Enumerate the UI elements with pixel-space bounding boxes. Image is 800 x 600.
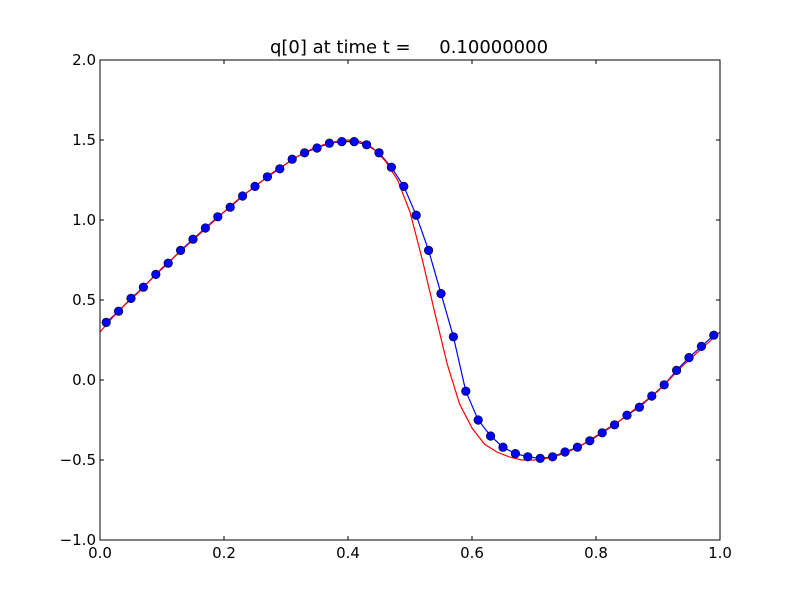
data-point — [349, 137, 359, 147]
data-point — [200, 223, 210, 233]
data-point — [696, 341, 707, 352]
y-tick-label: 2.0 — [72, 51, 96, 69]
data-point — [709, 330, 719, 340]
data-point — [436, 289, 446, 299]
data-point — [176, 245, 186, 255]
data-point — [448, 332, 459, 342]
data-point — [585, 436, 595, 446]
data-point — [461, 386, 471, 396]
data-point — [473, 415, 483, 425]
data-point — [188, 234, 198, 244]
data-point — [523, 452, 533, 462]
y-tick-label: 1.5 — [72, 131, 96, 149]
data-point — [275, 164, 285, 174]
data-point — [101, 317, 111, 328]
chart-title: q[0] at time t = 0.10000000 — [270, 37, 548, 58]
data-point — [126, 293, 136, 304]
x-tick-label: 0.6 — [460, 544, 484, 562]
x-tick-label: 1.0 — [708, 544, 732, 562]
x-axis-tick-labels: 0.0 0.2 0.4 0.6 0.8 1.0 — [88, 544, 732, 562]
data-point — [163, 258, 173, 268]
data-point — [547, 452, 558, 462]
data-point — [647, 391, 657, 401]
data-point — [374, 148, 384, 158]
data-point — [287, 154, 297, 164]
y-tick-label: 1.0 — [72, 211, 96, 229]
x-tick-label: 0.4 — [336, 544, 360, 562]
data-point — [622, 410, 632, 420]
data-point — [609, 420, 620, 430]
data-point — [659, 380, 669, 390]
data-point — [411, 210, 421, 220]
data-point — [225, 202, 235, 212]
data-point — [386, 162, 397, 172]
data-point — [362, 140, 372, 150]
y-axis-tick-labels: −1.0 −0.5 0.0 0.5 1.0 1.5 2.0 — [60, 51, 96, 549]
x-tick-label: 0.0 — [88, 544, 112, 562]
axis-ticks — [99, 59, 721, 541]
data-point — [597, 428, 607, 438]
y-tick-label: 0.5 — [72, 291, 96, 309]
data-point — [671, 365, 682, 376]
data-point — [238, 191, 248, 201]
x-tick-label: 0.8 — [584, 544, 608, 562]
data-point — [312, 143, 322, 153]
data-point — [510, 449, 521, 459]
data-point — [684, 353, 694, 363]
data-point — [324, 138, 335, 148]
data-point — [424, 245, 434, 255]
data-point — [113, 306, 124, 316]
data-point — [560, 447, 570, 457]
data-point — [498, 442, 508, 452]
data-point — [151, 269, 161, 280]
x-tick-label: 0.2 — [212, 544, 236, 562]
data-point — [572, 442, 583, 452]
series-0-markers — [101, 137, 719, 464]
data-point — [262, 172, 273, 182]
y-tick-label: −1.0 — [60, 531, 96, 549]
data-point — [300, 148, 310, 158]
y-tick-label: −0.5 — [60, 451, 96, 469]
plot-series — [100, 137, 720, 464]
data-point — [399, 181, 409, 191]
data-point — [634, 402, 645, 412]
data-point — [213, 212, 223, 222]
data-point — [535, 453, 545, 464]
data-point — [486, 431, 496, 441]
data-point — [250, 181, 260, 191]
y-tick-label: 0.0 — [72, 371, 96, 389]
data-point — [337, 137, 347, 147]
data-point — [138, 282, 148, 292]
